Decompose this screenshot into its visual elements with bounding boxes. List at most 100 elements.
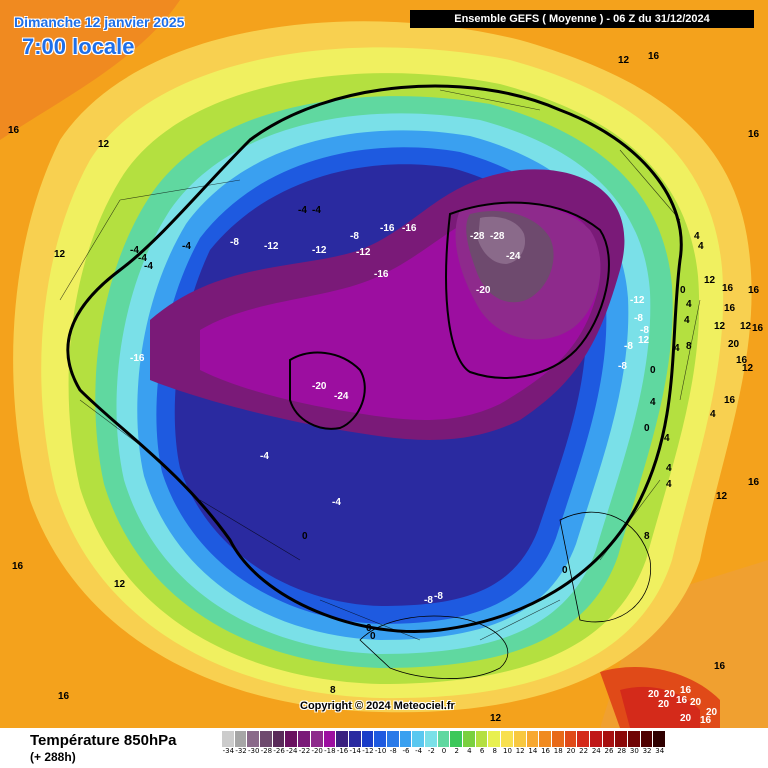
legend-swatch <box>425 731 438 747</box>
legend-tick: 4 <box>467 747 472 755</box>
contour-value-label: 16 <box>748 285 760 296</box>
contour-value-label: 0 <box>370 631 376 642</box>
legend-tick: -24 <box>286 747 298 755</box>
legend-tick: 6 <box>479 747 485 755</box>
contour-value-label: 0 <box>366 623 372 634</box>
legend-swatch <box>361 731 375 747</box>
contour-value-label: 16 <box>748 477 760 488</box>
contour-value-label: -24 <box>506 251 521 262</box>
contour-value-label: 8 <box>686 341 692 352</box>
legend-tick: -30 <box>248 747 260 755</box>
legend-swatch <box>463 731 476 747</box>
contour-value-label: -4 <box>130 245 139 256</box>
legend-tick: -4 <box>415 747 423 755</box>
legend-tick: -6 <box>402 747 410 755</box>
legend-tick: 8 <box>492 747 498 755</box>
legend-swatch <box>551 731 565 747</box>
contour-value-label: 12 <box>490 713 502 724</box>
contour-value-label: 12 <box>618 55 630 66</box>
legend-swatch <box>437 731 451 747</box>
legend-swatch <box>513 731 527 747</box>
legend-swatch <box>653 731 667 747</box>
legend-tick: -26 <box>273 747 285 755</box>
legend-tick: -14 <box>349 747 361 755</box>
legend-tick: 24 <box>591 747 601 755</box>
contour-value-label: 12 <box>54 249 66 260</box>
legend-tick: 34 <box>655 747 665 755</box>
contour-value-label: 16 <box>700 715 712 726</box>
contour-value-label: 16 <box>752 323 764 334</box>
legend-swatch <box>399 731 413 747</box>
contour-value-label: 16 <box>722 283 734 294</box>
legend-swatch <box>348 731 362 747</box>
legend-swatch <box>602 731 616 747</box>
legend-swatch <box>298 731 311 747</box>
contour-value-label: 16 <box>680 685 692 696</box>
color-scale-legend: -34 -32 -30 -28 -26 -24 -22 -20 -18 -16 -14 -12 -10-… <box>222 731 667 755</box>
contour-value-label: -12 <box>356 247 371 258</box>
contour-value-label: -12 <box>630 295 645 306</box>
legend-swatch <box>412 731 425 747</box>
legend-swatch <box>386 731 400 747</box>
legend-swatch <box>589 731 603 747</box>
legend-swatch <box>285 731 299 747</box>
legend-tick: 28 <box>617 747 627 755</box>
contour-value-label: 4 <box>666 479 672 490</box>
legend-tick: -34 <box>222 747 235 755</box>
contour-value-label: 4 <box>664 433 670 444</box>
contour-value-label: 16 <box>748 129 760 140</box>
legend-tick: 2 <box>454 747 459 755</box>
legend-swatch <box>272 731 286 747</box>
legend-tick: -8 <box>389 747 397 755</box>
contour-value-label: 0 <box>302 531 308 542</box>
legend-tick: 14 <box>528 747 538 755</box>
contour-value-label: 20 <box>706 707 718 718</box>
model-run-title: Ensemble GEFS ( Moyenne ) - 06 Z du 31/1… <box>410 10 754 28</box>
legend-swatch <box>526 731 540 747</box>
legend-swatch <box>475 731 489 747</box>
legend-tick: 10 <box>503 747 512 755</box>
contour-value-label: -28 <box>490 231 505 242</box>
parameter-title: Température 850hPa <box>30 732 177 749</box>
legend-tick: 30 <box>629 747 639 755</box>
contour-value-label: 12 <box>98 139 110 150</box>
legend-tick: 26 <box>604 747 614 755</box>
legend-swatch <box>247 731 261 747</box>
legend-tick: 0 <box>441 747 447 755</box>
contour-value-label: 20 <box>728 339 740 350</box>
legend-swatch <box>374 731 387 747</box>
legend-swatch <box>615 731 628 747</box>
contour-value-label: -4 <box>182 241 191 252</box>
contour-value-label: 20 <box>648 689 660 700</box>
legend-swatch <box>323 731 337 747</box>
contour-value-label: -4 <box>260 451 269 462</box>
legend-swatch <box>577 731 590 747</box>
contour-value-label: -8 <box>230 237 239 248</box>
legend-tick: -32 <box>235 747 247 755</box>
contour-value-label: -4 <box>298 205 307 216</box>
contour-value-label: -12 <box>264 241 279 252</box>
legend-tick: -2 <box>427 747 435 755</box>
contour-value-label: -24 <box>334 391 349 402</box>
contour-value-label: 4 <box>666 463 672 474</box>
legend-tick: 32 <box>642 747 652 755</box>
contour-value-label: 20 <box>658 699 670 710</box>
copyright-text: Copyright © 2024 Meteociel.fr <box>300 700 455 712</box>
contour-value-label: -4 <box>312 205 321 216</box>
legend-swatch <box>640 731 654 747</box>
legend-tick: -12 <box>362 747 374 755</box>
contour-value-label: 4 <box>684 315 690 326</box>
contour-value-label: 16 <box>736 355 748 366</box>
contour-value-label: 16 <box>12 561 24 572</box>
contour-value-label: 8 <box>644 531 650 542</box>
contour-value-label: 12 <box>704 275 716 286</box>
contour-value-label: 4 <box>698 241 704 252</box>
legend-swatch <box>539 731 552 747</box>
contour-value-label: 12 <box>638 335 650 346</box>
forecast-lead: (+ 288h) <box>30 750 76 764</box>
contour-value-label: -8 <box>434 591 443 602</box>
contour-value-label: 0 <box>650 365 656 376</box>
temperature-map: 16 12 12 16 16 -4 -4 -4 -4 -4 -4 -8 -12 -12 -8 -16 -16 -1… <box>0 0 768 728</box>
contour-value-label: 4 <box>650 397 656 408</box>
legend-swatch <box>222 731 235 747</box>
